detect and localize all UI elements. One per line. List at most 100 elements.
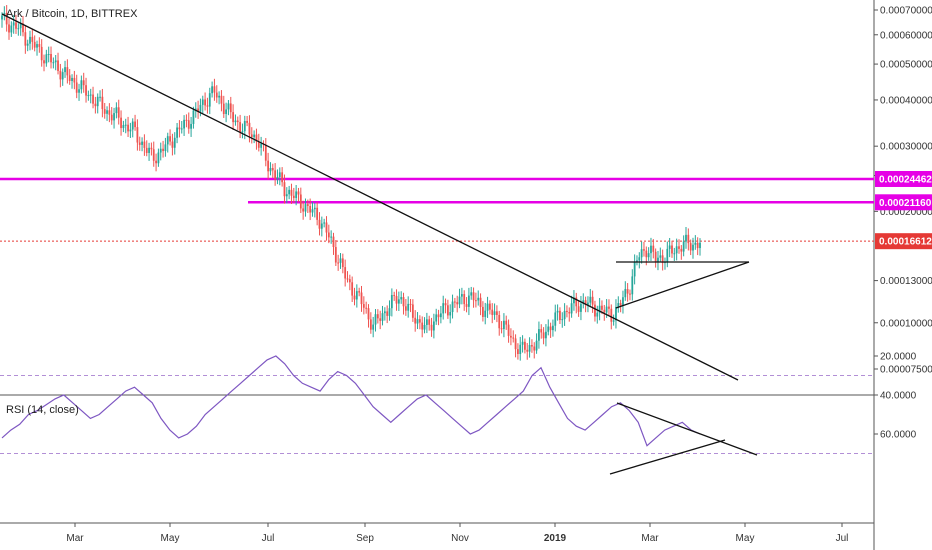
price-level-tag [875,170,932,187]
candle-body [685,234,687,242]
candle-body [444,303,447,306]
candle-body [5,12,8,25]
triangle-bottom-line [615,261,750,309]
price-level-tag-label: 0.00024462 [879,174,932,185]
candle-body [255,134,258,142]
candle-body [689,243,692,251]
candle-body [563,310,566,320]
candle-body [388,308,391,316]
candle-body [330,236,333,238]
candle-body [288,189,291,195]
candle-body [250,134,253,138]
candle-body [488,303,491,310]
candle-body [493,311,496,315]
candle-body [671,245,673,254]
candle-body [341,258,344,268]
candle-body [234,120,237,123]
time-tick-label: Mar [641,533,659,544]
price-tick-label: 0.00010000 [880,318,932,329]
candle-body [624,289,627,298]
candle-body [467,295,470,307]
candle-body [59,70,62,80]
candle-body [213,86,216,93]
candle-body [449,312,452,316]
candle-body [197,108,199,112]
candle-body [178,127,181,130]
candle-body [615,306,617,321]
candle-body [143,141,146,148]
candle-body [460,294,463,297]
candle-body [640,249,643,258]
candle-body [24,32,27,46]
candle-body [358,291,361,293]
candle-body [276,177,279,179]
rsi-tick-label: 40.0000 [880,391,917,402]
candle-body [491,309,494,315]
candle-body [381,313,384,321]
candle-body [297,191,300,195]
price-tick-label: 0.00050000 [880,60,932,71]
candle-body [138,142,141,145]
candle-body [573,297,575,304]
candle-body [173,137,176,148]
candle-body [162,148,164,152]
candle-body [601,305,603,310]
candle-body [274,170,277,179]
candle-body [421,322,424,330]
candle-body [580,303,582,312]
candle-body [47,54,50,56]
candle-body [225,109,228,115]
candle-body [323,222,326,224]
candle-body [311,209,314,213]
candle-body [54,60,57,63]
candle-body [316,207,319,220]
rsi-title: RSI (14, close) [6,404,79,416]
candle-body [540,329,543,333]
candle-body [159,148,162,153]
candle-body [115,107,118,114]
candle-body [106,110,108,114]
candle-body [101,96,104,110]
candle-body [661,255,664,263]
candle-body [577,306,580,312]
candle-body [232,112,235,123]
candle-body [666,248,669,262]
candle-body [346,278,349,280]
candle-body [351,282,354,296]
candle-body [631,276,634,295]
candle-body [362,304,365,308]
candle-body [292,195,295,199]
candle-body [78,89,80,93]
candle-body [566,310,568,312]
candle-body [353,295,356,300]
candle-body [472,292,475,301]
candle-body [283,182,286,197]
candle-body [596,312,599,317]
price-level-tag-label: 0.00021160 [879,198,932,209]
candle-body [545,331,547,339]
candle-body [528,345,531,352]
candle-body [512,337,515,339]
candle-body [52,62,55,64]
candle-body [80,80,83,90]
candle-body [605,306,608,313]
candle-body [626,289,629,294]
candle-body [110,114,113,121]
time-tick-label: Jul [262,533,275,544]
candle-body [152,149,155,161]
candle-body [411,304,414,318]
candle-body [85,85,87,96]
candle-body [465,304,468,307]
price-level-tag [875,194,932,211]
candle-body [638,257,641,261]
candle-body [334,247,337,263]
candle-body [108,110,111,115]
candle-body [694,242,697,245]
candle-body [136,127,139,143]
candle-body [479,297,482,307]
candle-body [629,293,631,295]
candle-body [10,25,13,33]
candle-body [75,82,78,93]
